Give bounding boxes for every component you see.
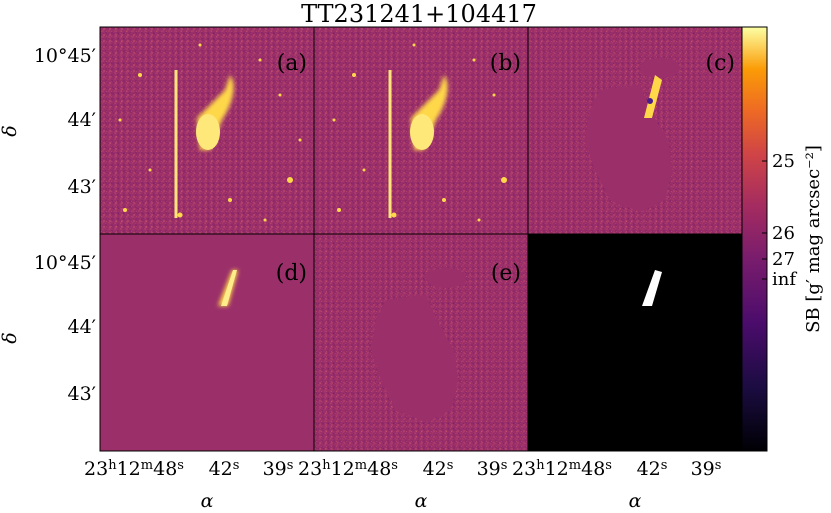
- panel-d: (d): [100, 234, 314, 451]
- panel-a: (a): [100, 27, 314, 234]
- panel-label-a: (a): [277, 51, 307, 76]
- colorbar-tick-label: 26: [772, 223, 795, 244]
- y-tick-row1-1: 44′: [68, 109, 97, 131]
- colorbar-tick-label: 27: [772, 249, 795, 270]
- y-tick-row2-2: 43′: [68, 383, 97, 405]
- chart-title: TT231241+104417: [301, 0, 537, 28]
- y-tick-row2-1: 44′: [68, 316, 97, 338]
- x-axis-label-b: α: [415, 490, 428, 512]
- panel-label-f: (f): [710, 261, 735, 286]
- y-axis-label-row1: δ: [0, 125, 21, 136]
- panel-b: (b): [314, 27, 528, 234]
- panels-group: (a) (b) (c): [99, 26, 743, 452]
- colorbar-label: SB [g′ mag arcsec⁻²]: [803, 145, 824, 333]
- panel-label-c: (c): [706, 51, 736, 76]
- panel-label-e: (e): [491, 261, 521, 286]
- x-tick-label: 39s: [263, 458, 294, 480]
- panel-c: (c): [528, 27, 742, 234]
- panel-e: (e): [314, 234, 528, 451]
- x-tick-label: 42s: [637, 458, 668, 480]
- x-ticks-group: 23h12m48s 42s 39s 23h12m48s 42s 39s 23h12m48s 4…: [84, 458, 721, 480]
- colorbar-tick-label: 25: [772, 151, 795, 172]
- y-tick-row2-0: 10°45′: [34, 252, 96, 274]
- panel-f: (f): [528, 234, 742, 451]
- x-tick-label: 39s: [477, 458, 508, 480]
- x-tick-label: 42s: [423, 458, 454, 480]
- x-axis-label-a: α: [201, 490, 214, 512]
- x-tick-label: 23h12m48s: [298, 458, 398, 480]
- y-tick-row1-0: 10°45′: [34, 45, 96, 67]
- x-tick-label: 23h12m48s: [512, 458, 612, 480]
- colorbar-gradient: [741, 26, 768, 452]
- x-tick-label: 23h12m48s: [84, 458, 184, 480]
- y-tick-row1-2: 43′: [68, 176, 97, 198]
- x-axis-label-c: α: [629, 490, 642, 512]
- panel-label-d: (d): [276, 261, 307, 286]
- colorbar-tick-label: inf: [772, 269, 797, 290]
- x-tick-label: 39s: [691, 458, 722, 480]
- y-axis-label-row2: δ: [0, 332, 21, 343]
- x-tick-label: 42s: [209, 458, 240, 480]
- panel-label-b: (b): [490, 51, 521, 76]
